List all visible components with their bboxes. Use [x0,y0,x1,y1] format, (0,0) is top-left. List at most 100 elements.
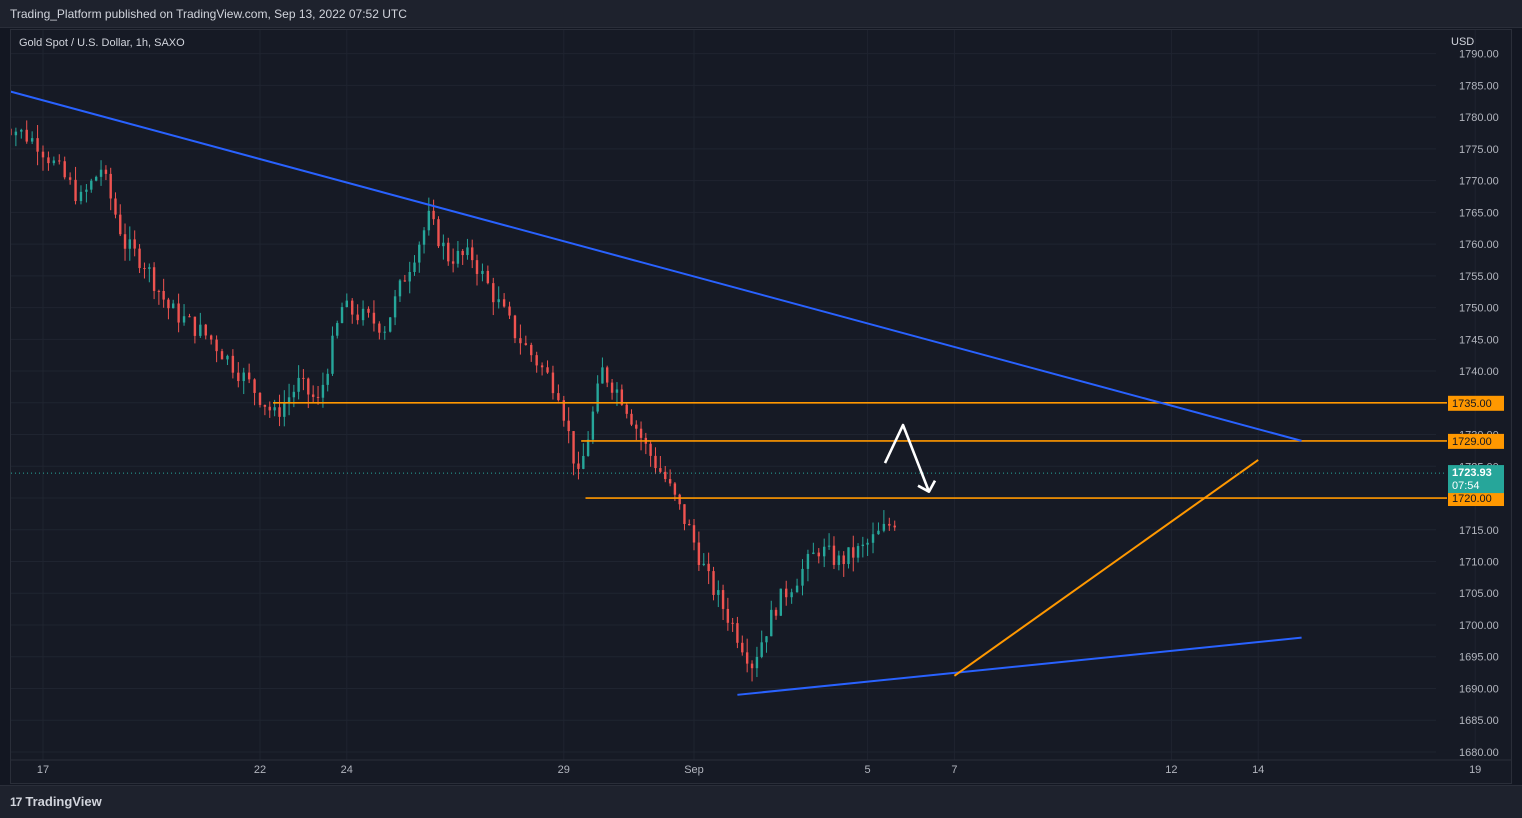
candle-body [297,377,300,392]
candle-body [247,372,251,380]
candle-body [331,335,334,374]
time-axis[interactable]: 17222429Sep57121419212628 [11,759,1511,776]
candle-body [721,590,725,609]
candle-body [25,129,28,142]
candle-body [442,242,445,247]
time-tick-label: 24 [341,764,353,776]
candle-body [801,568,804,586]
candle-body [678,494,681,505]
candle-body [707,563,710,572]
time-tick-label: 22 [254,764,266,776]
candle-body [688,523,691,526]
candle-body [871,534,875,543]
trendline-ascending-support-orange [953,459,1259,677]
candle-body [513,315,517,339]
candle-body [307,378,310,395]
currency-label: USD [1451,36,1474,48]
candle-body [659,468,662,472]
candle-body [418,244,421,263]
candle-body [664,471,667,480]
candle-body [615,389,619,393]
candle-body [779,588,782,616]
price-tick-label: 1680.00 [1459,747,1499,759]
candle-body [85,189,88,192]
time-tick-label: 17 [37,764,49,776]
last-price-value: 1723.93 [1452,467,1492,479]
candle-body [398,280,402,297]
price-tick-label: 1705.00 [1459,588,1499,600]
candle-body [408,271,411,282]
candle-body [199,324,202,336]
candle-body [508,306,511,316]
candle-body [823,546,826,557]
candle-body [481,270,484,274]
price-chart[interactable]: 1680.00 1685.00 1690.00 1695.00 1700.00 1705.… [11,30,1511,783]
candle-body [432,210,435,220]
candle-body [551,372,555,394]
candle-body [104,169,108,174]
time-tick-label: 7 [951,764,957,776]
candle-body [731,622,734,624]
candle-body [745,652,749,664]
candle-body [336,323,339,336]
trendline-ascending-support-lower [737,636,1302,696]
level-price-tag-label: 1729.00 [1452,436,1492,448]
candle-body [321,384,325,398]
candle-body [123,234,127,249]
candle-body [447,242,450,262]
candle-body [79,191,83,202]
candle-body [893,525,896,528]
candle-body [861,544,865,547]
candle-body [461,250,464,256]
price-axis[interactable]: 1680.00 1685.00 1690.00 1695.00 1700.00 1705.… [1448,49,1504,759]
level-price-tag-label: 1735.00 [1452,398,1492,410]
candle-body [630,413,633,425]
candle-body [692,525,696,543]
candle-body [847,547,850,565]
candle-body [427,210,431,231]
candle-body [157,290,161,292]
candle-body [413,262,416,272]
candle-body [283,402,286,417]
candle-body [162,291,165,300]
candle-body [278,407,281,417]
candle-body [673,483,677,495]
candle-body [785,588,788,598]
candle-body [287,397,291,403]
level-price-tag [1448,395,1504,411]
candle-body [231,355,235,373]
price-tick-label: 1700.00 [1459,620,1499,632]
candle-body [606,367,609,383]
time-tick-label: Sep [684,764,704,776]
candle-body [30,138,34,142]
tradingview-logo[interactable]: 17 TradingView [10,794,102,809]
candle-body [437,219,440,247]
level-price-tag-label: 1720.00 [1452,493,1492,505]
price-tick-label: 1770.00 [1459,176,1499,188]
candle-body [63,161,66,178]
candle-body [535,355,538,366]
candle-body [383,331,386,333]
candle-body [852,547,855,558]
candle-body [326,373,329,385]
candle-body [253,379,256,393]
candle-body [837,555,841,565]
candle-body [888,523,891,526]
candle-body [475,260,479,274]
candle-body [378,323,381,333]
candle-body [635,424,638,429]
candle-body [466,247,469,256]
candle-body [502,299,506,307]
candle-body [36,138,39,152]
candle-body [577,463,580,469]
price-tick-label: 1785.00 [1459,80,1499,92]
candle-body [258,392,262,405]
candle-body [795,585,799,593]
candles [11,120,896,682]
chart-area[interactable]: 1680.00 1685.00 1690.00 1695.00 1700.00 1705.… [10,29,1512,784]
candle-body [596,383,599,412]
candle-body [204,324,207,336]
candle-body [702,563,705,565]
level-price-tag [1448,433,1504,449]
candle-body [760,642,763,657]
